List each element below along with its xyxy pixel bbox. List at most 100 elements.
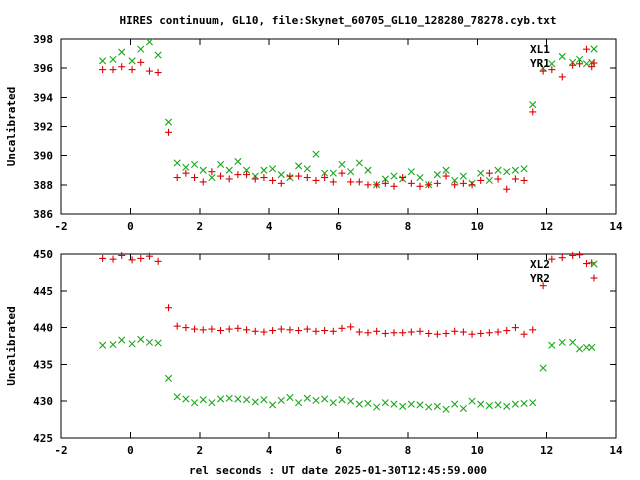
data-point [416,401,424,409]
data-point [583,260,591,268]
series-YR2 [99,251,596,338]
data-point [548,341,556,349]
y-tick-label: 396 [33,62,53,75]
data-point [312,327,320,335]
data-point [364,181,372,189]
y-axis-label: Uncalibrated [5,87,18,166]
data-point [355,159,363,167]
data-point [312,396,320,405]
data-point [321,327,329,335]
data-point [558,338,566,346]
x-tick-label: 14 [609,220,623,233]
data-point [208,173,216,182]
data-point [433,402,441,410]
data-point [109,255,117,263]
data-point [269,176,277,184]
data-point [451,181,459,189]
data-point [503,402,511,410]
data-point [576,251,584,259]
data-point [459,328,467,336]
y-tick-label: 394 [33,91,53,104]
data-point [154,339,162,347]
data-point [569,338,577,346]
data-point [303,394,311,402]
data-point [173,159,181,167]
data-point [321,174,329,182]
data-point [381,329,389,337]
data-point [199,326,207,334]
data-point [295,162,303,170]
legend-marker [590,274,598,282]
data-point [569,251,577,259]
data-point [503,168,511,176]
data-point [355,328,363,336]
data-point [485,329,493,337]
legend-label: XL1 [530,43,550,56]
data-point [485,402,493,410]
data-point [295,327,303,335]
data-point [164,118,173,126]
data-point [539,67,547,75]
data-point [494,175,502,183]
data-point [416,182,424,190]
data-point [225,166,233,174]
data-point [99,254,107,262]
data-point [243,171,251,179]
y-axis-label: Uncalibrated [5,306,18,385]
data-point [381,175,389,183]
data-point [145,38,154,46]
data-point [277,179,285,187]
data-point [390,329,398,337]
data-point [269,327,277,335]
data-point [208,399,216,407]
y-tick-label: 440 [33,322,53,335]
data-point [575,345,584,353]
x-tick-label: 10 [471,220,484,233]
data-point [529,326,537,334]
data-point [286,172,294,180]
data-point [338,160,346,169]
data-point [99,341,107,349]
data-point [234,171,242,179]
data-point [165,128,173,136]
data-point [373,181,381,189]
data-point [451,327,459,335]
x-axis-label: rel seconds : UT date 2025-01-30T12:45:5… [189,464,487,477]
data-point [99,66,107,74]
data-point [303,325,311,333]
data-point [485,176,493,185]
data-point [118,63,126,71]
data-point [251,175,259,183]
data-point [477,400,485,408]
data-point [145,67,153,75]
series-XL2 [99,335,596,413]
data-point [503,327,511,335]
legend-marker [590,45,598,53]
y-tick-label: 388 [33,179,53,192]
data-point [225,394,233,402]
data-point [416,327,424,335]
data-point [191,325,199,333]
data-point [539,364,547,372]
y-tick-label: 398 [33,33,53,46]
data-point [199,166,207,174]
data-point [109,66,117,74]
data-point [511,400,519,408]
x-tick-label: 2 [196,444,203,457]
data-point [217,327,225,335]
data-point [588,343,596,352]
data-point [520,399,528,407]
data-point [511,175,519,183]
data-point [588,259,596,267]
data-point [137,58,145,66]
x-tick-label: 8 [405,220,412,233]
data-point [558,52,566,61]
data-point [182,324,190,332]
data-point [242,396,251,404]
data-point [520,176,528,184]
data-point [381,399,389,407]
data-point [165,304,173,312]
x-tick-label: 0 [127,444,134,457]
data-point [242,166,251,174]
